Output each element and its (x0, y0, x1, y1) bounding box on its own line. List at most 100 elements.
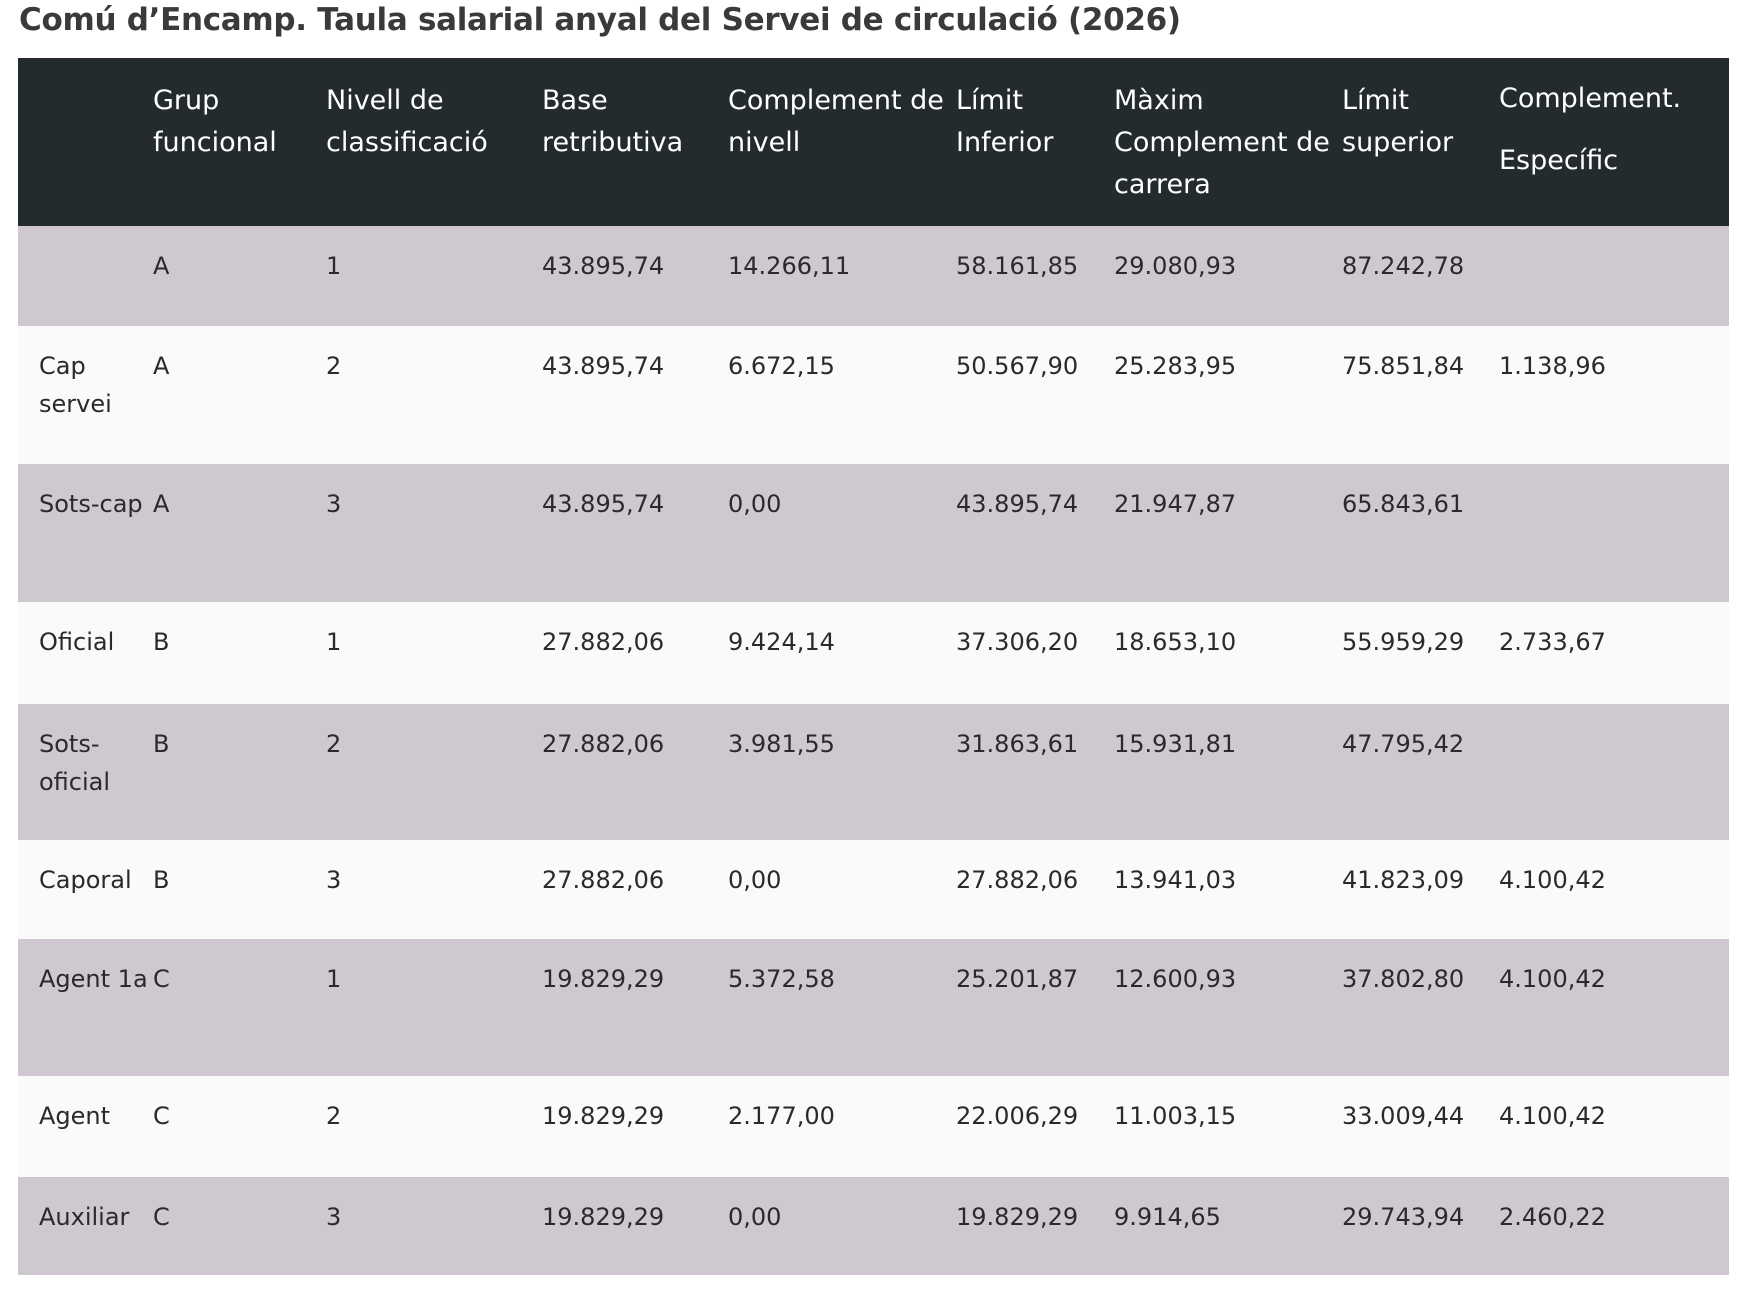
table-cell: 43.895,74 (542, 464, 728, 602)
column-header-limit-inferior: Límit Inferior (956, 58, 1114, 226)
table-cell: A (153, 226, 326, 326)
table-cell: 3.981,55 (728, 704, 956, 840)
table-cell: 25.201,87 (956, 939, 1114, 1076)
table-cell: Cap servei (18, 326, 153, 464)
table-row: A 1 43.895,74 14.266,11 58.161,85 29.080… (18, 226, 1729, 326)
table-cell: 3 (326, 1177, 542, 1275)
table-cell: 18.653,10 (1114, 602, 1342, 704)
table-cell: 6.672,15 (728, 326, 956, 464)
table-row: Auxiliar C 3 19.829,29 0,00 19.829,29 9.… (18, 1177, 1729, 1275)
table-cell: 1 (326, 226, 542, 326)
table-cell: 55.959,29 (1342, 602, 1499, 704)
table-cell: 2 (326, 704, 542, 840)
table-cell: C (153, 1076, 326, 1177)
table-cell: C (153, 1177, 326, 1275)
table-cell (18, 226, 153, 326)
table-cell: 3 (326, 464, 542, 602)
table-cell: 0,00 (728, 840, 956, 939)
table-cell: 0,00 (728, 464, 956, 602)
table-cell: 11.003,15 (1114, 1076, 1342, 1177)
table-cell: 47.795,42 (1342, 704, 1499, 840)
column-header-grup-funcional: Grup funcional (153, 58, 326, 226)
table-cell: 5.372,58 (728, 939, 956, 1076)
page-title: Comú d’Encamp. Taula salarial anyal del … (19, 2, 1181, 38)
table-row: Agent 1a C 1 19.829,29 5.372,58 25.201,8… (18, 939, 1729, 1076)
table-cell: 2.177,00 (728, 1076, 956, 1177)
table-cell (1499, 704, 1729, 840)
table-cell: 1.138,96 (1499, 326, 1729, 464)
table-cell: 43.895,74 (542, 326, 728, 464)
table-cell: 87.242,78 (1342, 226, 1499, 326)
table-row: Agent C 2 19.829,29 2.177,00 22.006,29 1… (18, 1076, 1729, 1177)
table-cell: Sots-oficial (18, 704, 153, 840)
table-cell: 31.863,61 (956, 704, 1114, 840)
table-cell: 4.100,42 (1499, 939, 1729, 1076)
table-cell: 33.009,44 (1342, 1076, 1499, 1177)
table-cell (1499, 464, 1729, 602)
table-cell: 50.567,90 (956, 326, 1114, 464)
table-row: Caporal B 3 27.882,06 0,00 27.882,06 13.… (18, 840, 1729, 939)
table-cell: 15.931,81 (1114, 704, 1342, 840)
table-cell: Agent (18, 1076, 153, 1177)
table-cell: 1 (326, 939, 542, 1076)
table-cell: 19.829,29 (956, 1177, 1114, 1275)
table-cell: B (153, 704, 326, 840)
table-cell: 9.914,65 (1114, 1177, 1342, 1275)
table-row: Oficial B 1 27.882,06 9.424,14 37.306,20… (18, 602, 1729, 704)
table-cell: 27.882,06 (542, 840, 728, 939)
salary-table: Grup funcional Nivell de classificació B… (18, 58, 1729, 1275)
table-cell: 13.941,03 (1114, 840, 1342, 939)
table-cell: 4.100,42 (1499, 840, 1729, 939)
column-header-base-retributiva: Base retributiva (542, 58, 728, 226)
table-cell: 29.080,93 (1114, 226, 1342, 326)
table-cell: 37.306,20 (956, 602, 1114, 704)
table-cell: 19.829,29 (542, 1177, 728, 1275)
table-cell: 37.802,80 (1342, 939, 1499, 1076)
table-cell: 41.823,09 (1342, 840, 1499, 939)
column-header-nivell-classificacio: Nivell de classificació (326, 58, 542, 226)
table-row: Sots-oficial B 2 27.882,06 3.981,55 31.8… (18, 704, 1729, 840)
table-cell: 2.460,22 (1499, 1177, 1729, 1275)
table-header-row: Grup funcional Nivell de classificació B… (18, 58, 1729, 226)
table-cell: 2 (326, 326, 542, 464)
table-cell: 43.895,74 (956, 464, 1114, 602)
table-row: Sots-cap A 3 43.895,74 0,00 43.895,74 21… (18, 464, 1729, 602)
table-cell: Agent 1a (18, 939, 153, 1076)
table-cell: B (153, 840, 326, 939)
table-cell: 75.851,84 (1342, 326, 1499, 464)
table-cell: Sots-cap (18, 464, 153, 602)
table-cell: A (153, 326, 326, 464)
table-cell: 25.283,95 (1114, 326, 1342, 464)
column-header-role (18, 58, 153, 226)
table-cell: 4.100,42 (1499, 1076, 1729, 1177)
table-cell: Oficial (18, 602, 153, 704)
table-cell: 14.266,11 (728, 226, 956, 326)
table-cell: 0,00 (728, 1177, 956, 1275)
table-cell: 21.947,87 (1114, 464, 1342, 602)
column-header-complement-especific: Complement. Específic (1499, 58, 1729, 226)
table-cell: Auxiliar (18, 1177, 153, 1275)
table-cell: 27.882,06 (956, 840, 1114, 939)
table-cell: 29.743,94 (1342, 1177, 1499, 1275)
table-row: Cap servei A 2 43.895,74 6.672,15 50.567… (18, 326, 1729, 464)
table-cell: 43.895,74 (542, 226, 728, 326)
table-cell: Caporal (18, 840, 153, 939)
table-cell: 3 (326, 840, 542, 939)
table-cell: 19.829,29 (542, 939, 728, 1076)
table-cell: A (153, 464, 326, 602)
table-cell: 12.600,93 (1114, 939, 1342, 1076)
table-cell: 58.161,85 (956, 226, 1114, 326)
column-header-maxim-complement-carrera: Màxim Complement de carrera (1114, 58, 1342, 226)
table-cell: C (153, 939, 326, 1076)
table-cell: 2 (326, 1076, 542, 1177)
column-header-limit-superior: Límit superior (1342, 58, 1499, 226)
table-cell: 19.829,29 (542, 1076, 728, 1177)
table-cell: 1 (326, 602, 542, 704)
table-cell: 2.733,67 (1499, 602, 1729, 704)
table-cell: 65.843,61 (1342, 464, 1499, 602)
table-cell: 22.006,29 (956, 1076, 1114, 1177)
table-cell: 9.424,14 (728, 602, 956, 704)
table-cell (1499, 226, 1729, 326)
column-header-complement-nivell: Complement de nivell (728, 58, 956, 226)
table-cell: 27.882,06 (542, 602, 728, 704)
